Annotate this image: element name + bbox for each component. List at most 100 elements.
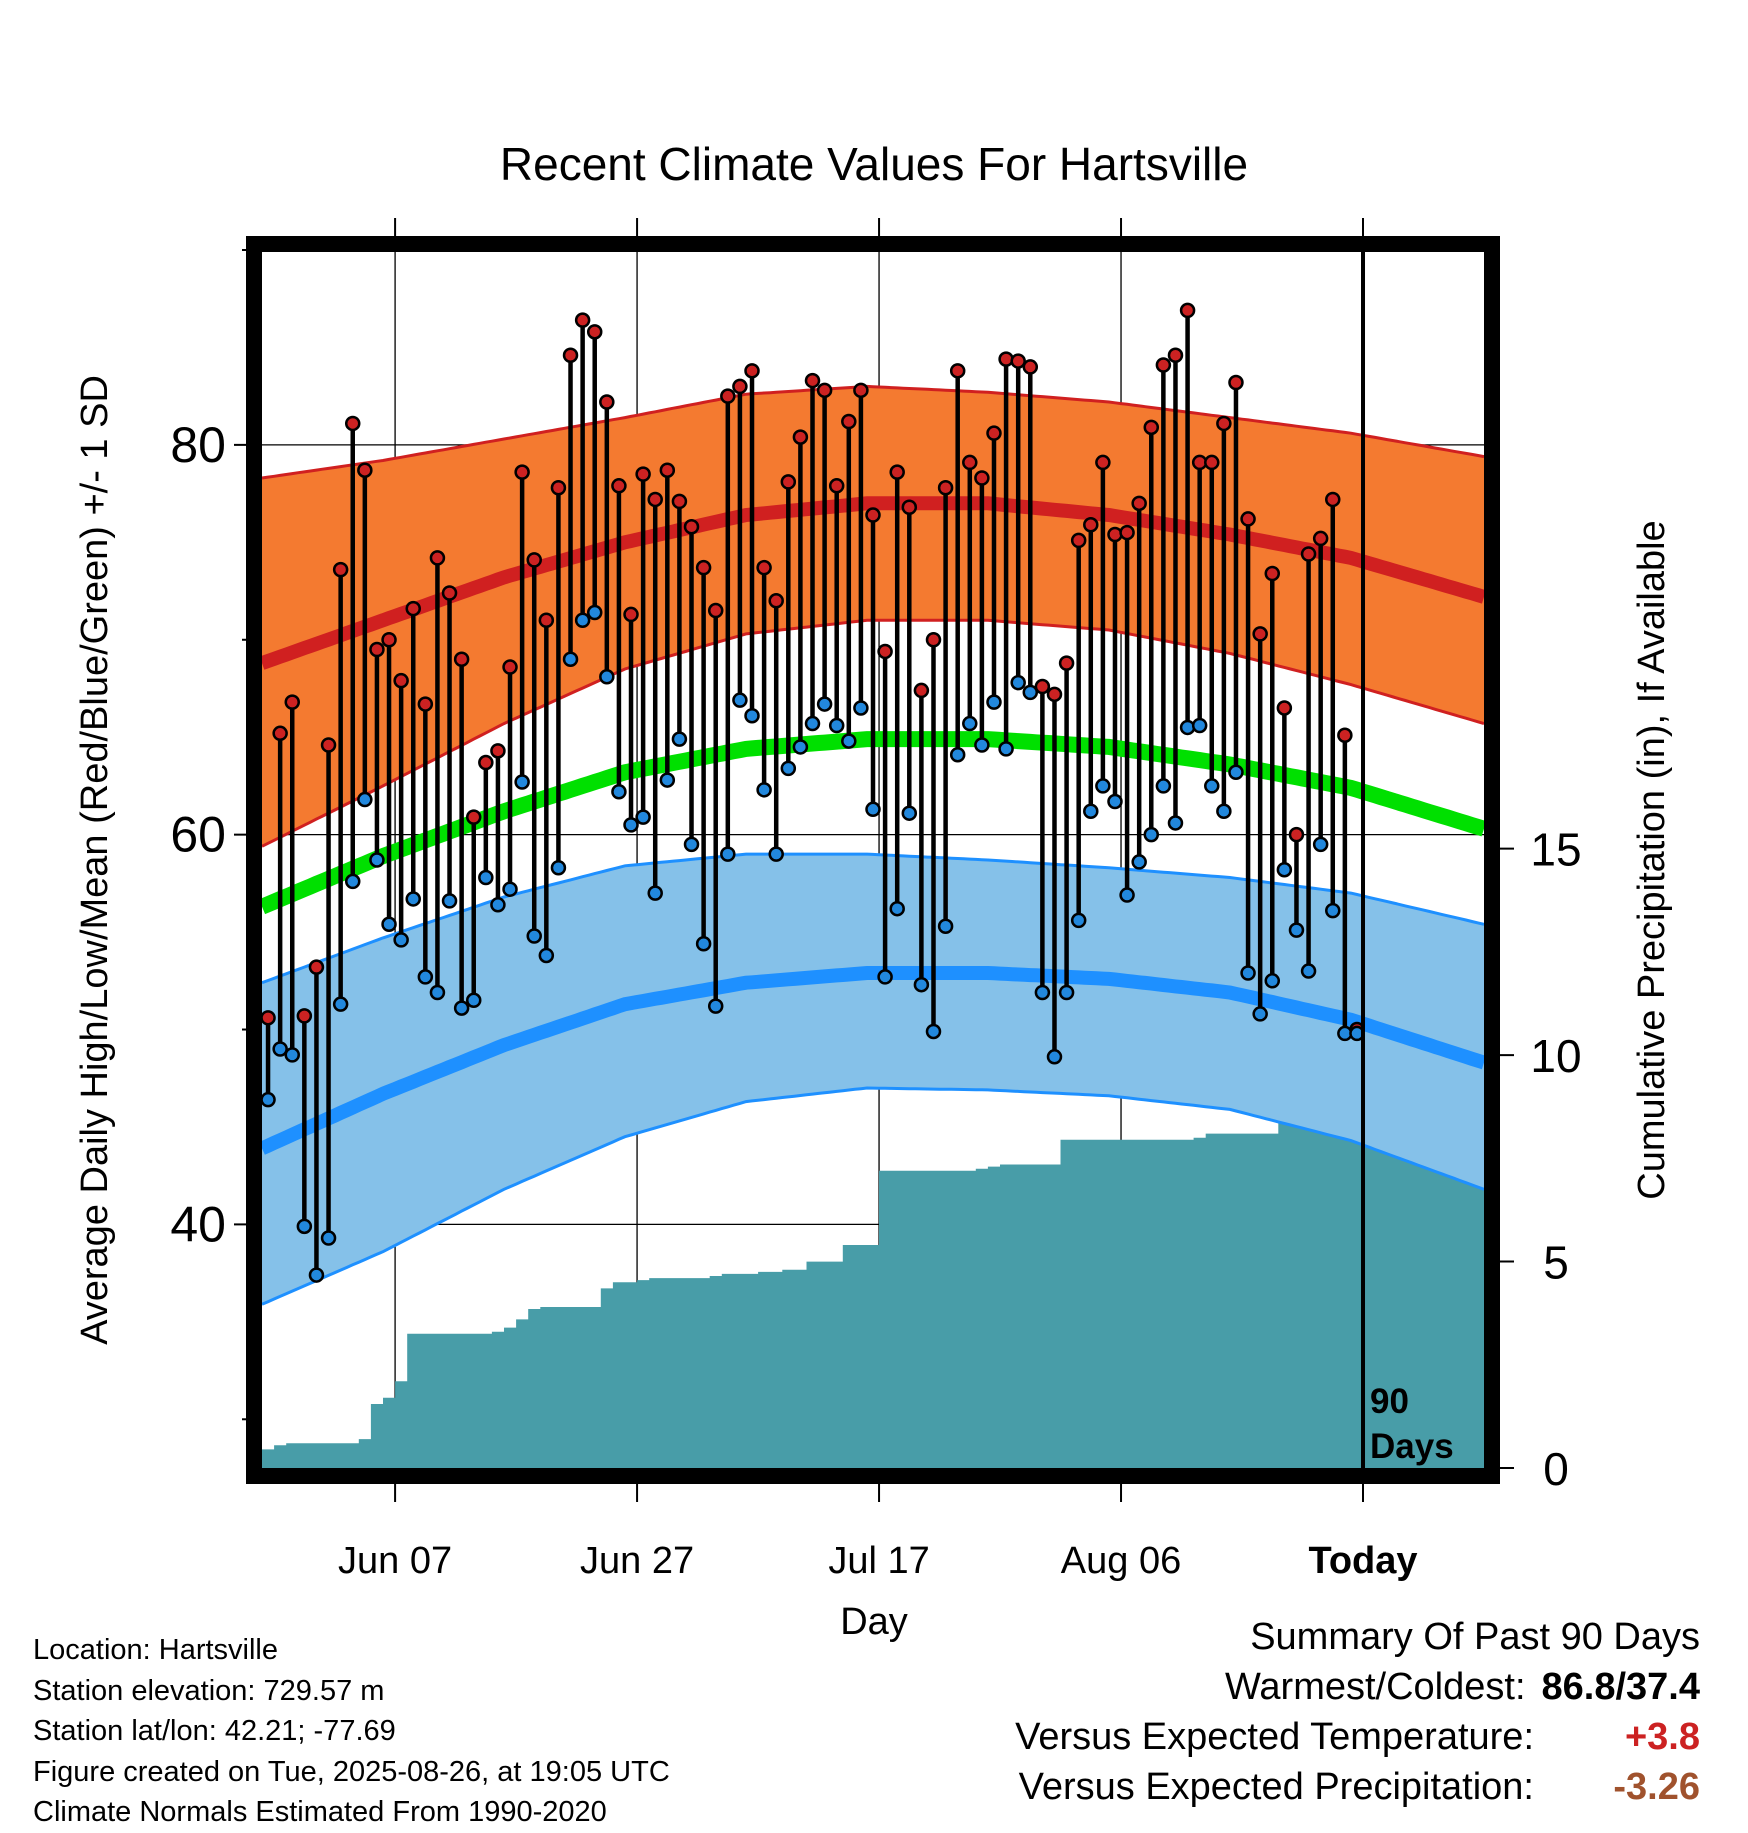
normal-low-band xyxy=(262,854,1484,1305)
observed-high-point xyxy=(1264,565,1281,582)
observed-high-point xyxy=(1034,678,1051,695)
observed-low-point xyxy=(260,1091,276,1108)
observed-low-point xyxy=(1119,887,1135,903)
observed-low-point xyxy=(441,893,458,909)
observed-high-point xyxy=(1228,374,1244,391)
observed-high-point xyxy=(369,641,385,658)
observed-low-point xyxy=(478,869,494,886)
observed-high-point xyxy=(284,694,300,710)
y2-tick-label: 5 xyxy=(1543,1237,1569,1289)
observed-low-point xyxy=(949,746,966,763)
observed-low-point xyxy=(1216,803,1232,820)
observed-low-point xyxy=(1131,854,1147,870)
x-tick-label: Today xyxy=(1308,1540,1417,1582)
observed-high-point xyxy=(671,493,688,510)
observed-low-point xyxy=(925,1023,942,1040)
observed-high-point xyxy=(599,394,615,410)
observed-low-point xyxy=(1228,764,1244,781)
observed-high-point xyxy=(913,682,930,699)
observed-high-point xyxy=(465,809,482,825)
observed-high-point xyxy=(272,725,288,742)
precipitation-area xyxy=(262,1065,1484,1468)
observed-high-point xyxy=(1155,357,1172,373)
observed-high-point xyxy=(635,466,651,482)
observed-high-point xyxy=(381,632,397,648)
observations xyxy=(260,302,1365,1283)
observed-low-point xyxy=(490,897,506,913)
observed-low-point xyxy=(599,669,615,685)
observed-high-point xyxy=(1070,532,1087,549)
observed-high-point xyxy=(780,474,797,490)
observed-low-point xyxy=(889,900,905,917)
observed-low-point xyxy=(538,947,555,964)
y-axis-label: Average Daily High/Low/Mean (Red/Blue/Gr… xyxy=(74,375,116,1345)
observed-low-point xyxy=(962,715,978,732)
observed-low-point xyxy=(780,760,797,777)
observed-low-point xyxy=(465,992,482,1009)
observed-high-point xyxy=(1107,526,1123,543)
precipitation-fill xyxy=(262,1065,1484,1468)
observed-high-point xyxy=(816,382,833,399)
chart-title: Recent Climate Values For Hartsville xyxy=(500,138,1248,190)
today-days-label: Days xyxy=(1370,1427,1454,1466)
normal-low-lower-edge xyxy=(261,1086,1485,1306)
observed-low-point xyxy=(550,860,567,876)
temperature-departure-value: +3.8 xyxy=(1624,1716,1700,1758)
observed-low-point xyxy=(429,984,446,1001)
observed-low-point xyxy=(526,928,542,944)
warmest-coldest-row: Warmest/Coldest: 86.8/37.4 xyxy=(1015,1662,1700,1712)
observed-low-point xyxy=(671,731,688,747)
observed-low-point xyxy=(913,976,930,993)
observed-low-point xyxy=(417,969,434,985)
observed-high-point xyxy=(986,425,1002,441)
observed-low-point xyxy=(1288,922,1305,938)
observed-high-point xyxy=(853,382,869,399)
observed-high-point xyxy=(647,491,663,508)
observed-low-point xyxy=(974,737,990,753)
observed-high-point xyxy=(1288,826,1305,843)
observed-high-point xyxy=(1300,546,1317,562)
observed-low-point xyxy=(405,891,421,907)
observed-low-point xyxy=(1010,674,1026,691)
observed-low-point xyxy=(1191,717,1208,734)
observed-high-point xyxy=(1046,686,1063,703)
y2-tick-label: 0 xyxy=(1543,1443,1569,1495)
observed-high-point xyxy=(974,470,990,486)
observed-low-point xyxy=(369,852,385,868)
observed-low-point xyxy=(720,846,736,862)
observed-low-point xyxy=(1107,793,1123,810)
observed-high-point xyxy=(308,959,325,975)
x-tick-label: Jun 07 xyxy=(338,1540,452,1582)
observed-high-point xyxy=(405,600,421,617)
observed-high-point xyxy=(514,464,530,480)
observed-high-point xyxy=(1204,454,1220,471)
observed-high-point xyxy=(695,559,712,576)
observed-low-point xyxy=(284,1047,300,1063)
observed-low-point xyxy=(841,733,857,749)
observed-high-point xyxy=(1179,302,1196,319)
observed-low-point xyxy=(1240,965,1256,981)
observed-high-point xyxy=(1022,359,1039,375)
observed-low-point xyxy=(453,1000,470,1016)
normal-high-line xyxy=(260,496,1486,670)
observed-low-point xyxy=(272,1041,288,1057)
observed-high-point xyxy=(393,672,409,689)
observed-low-point xyxy=(635,809,651,825)
warmest-coldest-label: Warmest/Coldest: xyxy=(1224,1666,1526,1708)
observed-high-point xyxy=(1312,530,1329,547)
observed-low-point xyxy=(320,1230,337,1246)
observed-low-point xyxy=(1022,684,1039,701)
axes: 40 60 80 0 5 10 15 Jun 07 Jun 27 Jul 17 Aug 06 Toda… xyxy=(170,218,1582,1582)
observed-low-point xyxy=(1167,815,1184,831)
observed-high-point xyxy=(320,737,337,753)
observed-high-point xyxy=(889,464,905,480)
precipitation-departure-label: Versus Expected Precipitation: xyxy=(1018,1766,1534,1808)
observed-low-point xyxy=(1070,912,1087,929)
observed-high-point xyxy=(925,632,942,648)
observed-high-point xyxy=(768,593,784,609)
observed-low-point xyxy=(1083,803,1099,820)
observed-high-point xyxy=(1252,626,1268,642)
observed-low-point xyxy=(296,1218,313,1235)
elevation-text: Station elevation: 729.57 m xyxy=(33,1674,385,1707)
observed-low-point xyxy=(792,739,809,755)
